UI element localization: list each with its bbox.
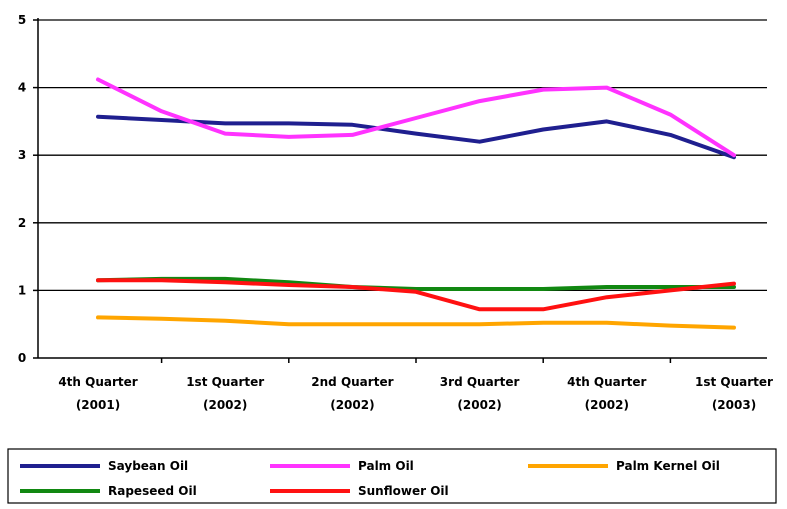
x-tick-label-5: 1st Quarter (2003)	[695, 375, 773, 412]
legend-label-0: Saybean Oil	[108, 459, 188, 473]
legend: Saybean Oil Palm Oil Palm Kernel Oil Rapese…	[7, 448, 777, 504]
legend-label-4: Sunflower Oil	[358, 484, 449, 498]
y-tick-label-4: 4	[18, 81, 26, 95]
legend-label-1: Palm Oil	[358, 459, 414, 473]
series-line-1	[96, 77, 736, 158]
x-tick-label-3: 3rd Quarter (2002)	[440, 375, 520, 412]
legend-box	[7, 448, 777, 504]
series-line-0	[96, 114, 736, 160]
y-tick-label-2: 2	[18, 216, 26, 230]
series-lines	[96, 77, 736, 330]
series-line-2	[96, 315, 736, 330]
y-tick-label-3: 3	[18, 148, 26, 162]
x-tick-label-0: 4th Quarter (2001)	[58, 375, 137, 412]
legend-label-2: Palm Kernel Oil	[616, 459, 720, 473]
y-tick-label-1: 1	[18, 283, 26, 297]
legend-label-3: Rapeseed Oil	[108, 484, 197, 498]
x-tick-label-4: 4th Quarter (2002)	[567, 375, 646, 412]
gridlines	[38, 19, 767, 292]
series-line-3	[96, 276, 736, 291]
x-tick-label-2: 2nd Quarter (2002)	[311, 375, 393, 412]
y-tick-label-0: 0	[18, 351, 26, 365]
x-tick-label-1: 1st Quarter (2002)	[186, 375, 264, 412]
y-tick-label-5: 5	[18, 13, 26, 27]
axes	[37, 18, 767, 359]
series-line-4	[96, 278, 736, 312]
x-axis-tick-labels: 4th Quarter (2001) 1st Quarter (2002) 2nd Qu…	[58, 358, 773, 412]
y-axis-tick-labels: 0 1 2 3 4 5	[18, 13, 38, 365]
